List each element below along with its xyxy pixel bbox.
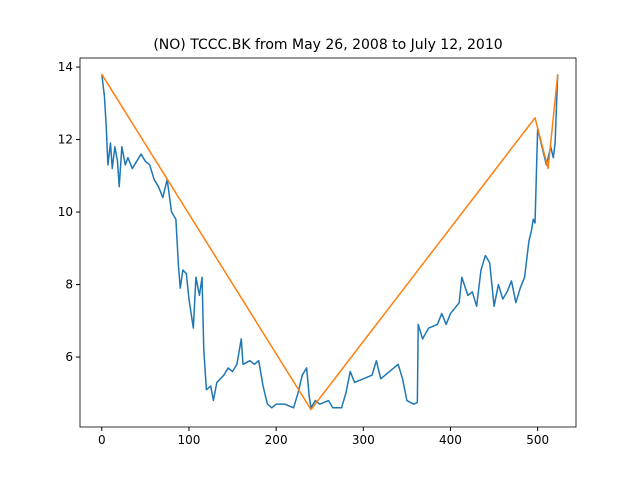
x-tick-label: 200 — [265, 433, 288, 447]
line-series — [101, 73, 559, 411]
x-tick-label: 100 — [178, 433, 201, 447]
y-tick-label: 6 — [65, 350, 73, 364]
plot-frame — [79, 57, 577, 428]
chart-title: (NO) TCCC.BK from May 26, 2008 to July 1… — [153, 37, 502, 53]
line-series — [101, 74, 559, 409]
x-tick-label: 500 — [526, 433, 549, 447]
y-tick-label: 8 — [65, 278, 73, 292]
y-tick-label: 14 — [58, 60, 73, 74]
y-tick-label: 12 — [58, 133, 73, 147]
y-tick-label: 10 — [58, 205, 73, 219]
x-tick-label: 0 — [98, 433, 106, 447]
x-tick-label: 400 — [439, 433, 462, 447]
x-tick-label: 300 — [352, 433, 375, 447]
